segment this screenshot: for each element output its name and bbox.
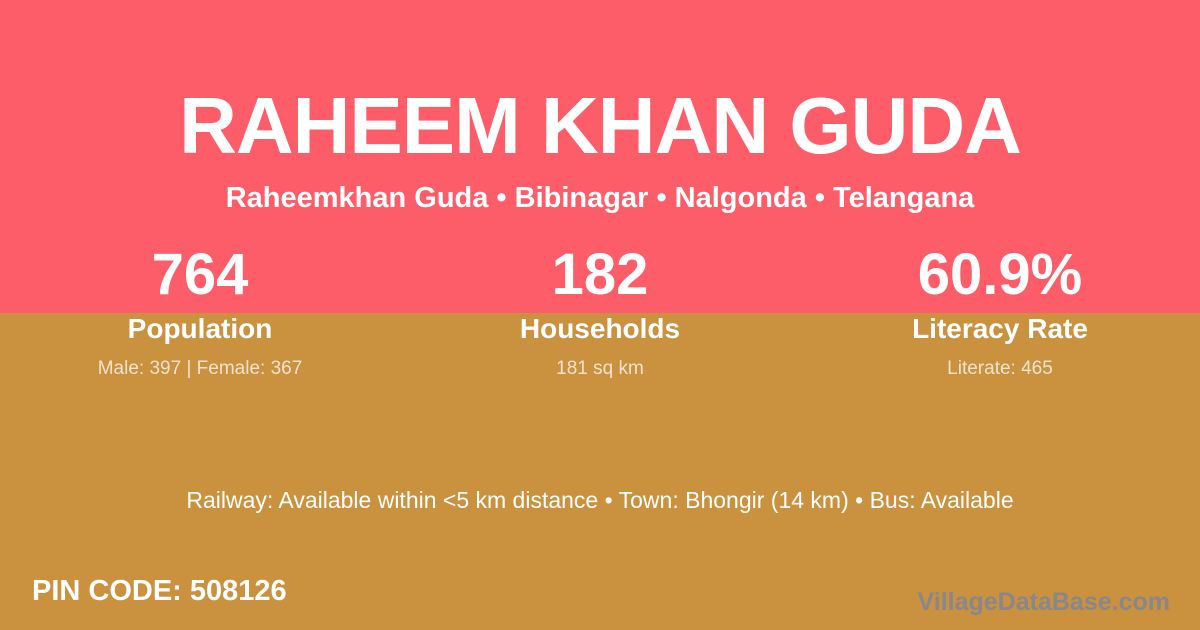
- households-detail: 181 sq km: [556, 357, 644, 379]
- stat-population: 764 Population Male: 397 | Female: 367: [0, 242, 400, 380]
- literacy-rate-detail: Literate: 465: [947, 357, 1053, 379]
- stats-row: 764 Population Male: 397 | Female: 367 1…: [0, 242, 1200, 380]
- village-location-breadcrumb: Raheemkhan Guda • Bibinagar • Nalgonda •…: [225, 182, 975, 214]
- population-label: Population: [127, 312, 273, 344]
- stat-households: 182 Households 181 sq km: [400, 242, 800, 380]
- households-label: Households: [519, 312, 681, 344]
- transport-availability-line: Railway: Available within <5 km distance…: [186, 487, 1014, 513]
- stat-literacy-rate: 60.9% Literacy Rate Literate: 465: [800, 242, 1200, 380]
- population-value: 764: [151, 242, 249, 307]
- pin-code: PIN CODE: 508126: [32, 575, 287, 607]
- bottom-background-band: [0, 313, 1200, 630]
- literacy-rate-label: Literacy Rate: [912, 312, 1088, 344]
- village-title: RAHEEM KHAN GUDA: [179, 81, 1022, 170]
- population-detail: Male: 397 | Female: 367: [97, 357, 303, 379]
- site-watermark: VillageDataBase.com: [917, 588, 1170, 616]
- households-value: 182: [551, 242, 649, 307]
- top-background-band: [0, 0, 1200, 313]
- literacy-rate-value: 60.9%: [917, 242, 1083, 307]
